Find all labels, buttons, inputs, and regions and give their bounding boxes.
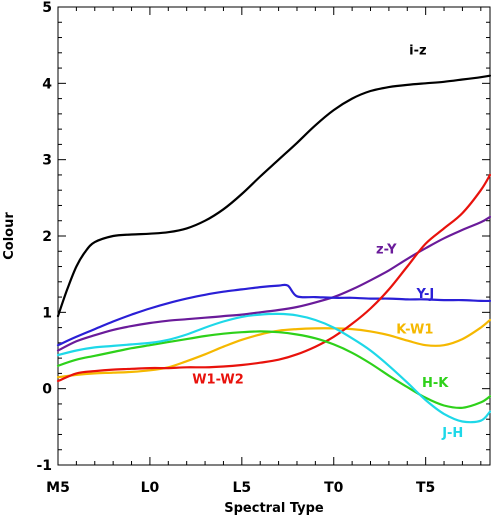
series-line-h-k (56, 330, 491, 410)
y-tick-label: 4 (42, 76, 52, 92)
x-axis-title: Spectral Type (224, 501, 324, 516)
series-label-y-j: Y-J (415, 287, 434, 302)
series-line-j-h (56, 312, 491, 424)
series-line-k-w1 (56, 318, 491, 379)
series-label-k-w1: K-W1 (396, 323, 433, 338)
series-line-z-y (56, 215, 491, 352)
series-line-w1-w2 (56, 173, 491, 383)
y-tick-label: 3 (42, 153, 52, 169)
y-tick-label: 2 (42, 229, 52, 245)
y-axis-title: Colour (2, 212, 17, 260)
x-tick-label: T5 (416, 480, 435, 496)
axis-ticks: -1 0 1 2 3 4 5 M5 L0 L5 T0 T5 (36, 0, 490, 496)
series-line-y-j (56, 283, 491, 347)
x-tick-label: L5 (232, 480, 251, 496)
y-tick-label: 5 (42, 0, 52, 16)
x-tick-label: L0 (141, 480, 160, 496)
series-label-h-k: H-K (422, 376, 449, 391)
x-tick-label: T0 (324, 480, 344, 496)
series-label-z-y: z-Y (376, 243, 397, 258)
series-label-i-z: i-z (409, 43, 426, 58)
y-tick-label: 0 (42, 382, 52, 398)
x-tick-label: M5 (46, 480, 70, 496)
series-label-w1-w2: W1-W2 (192, 372, 244, 387)
series-label-j-h: J-H (441, 426, 463, 441)
y-tick-label: 1 (42, 305, 52, 321)
series-labels: i-z z-Y Y-J K-W1 W1-W2 H-K J-H (192, 43, 463, 440)
y-tick-label: -1 (36, 458, 52, 474)
series-line-i-z (56, 74, 491, 318)
series-lines (56, 74, 491, 424)
